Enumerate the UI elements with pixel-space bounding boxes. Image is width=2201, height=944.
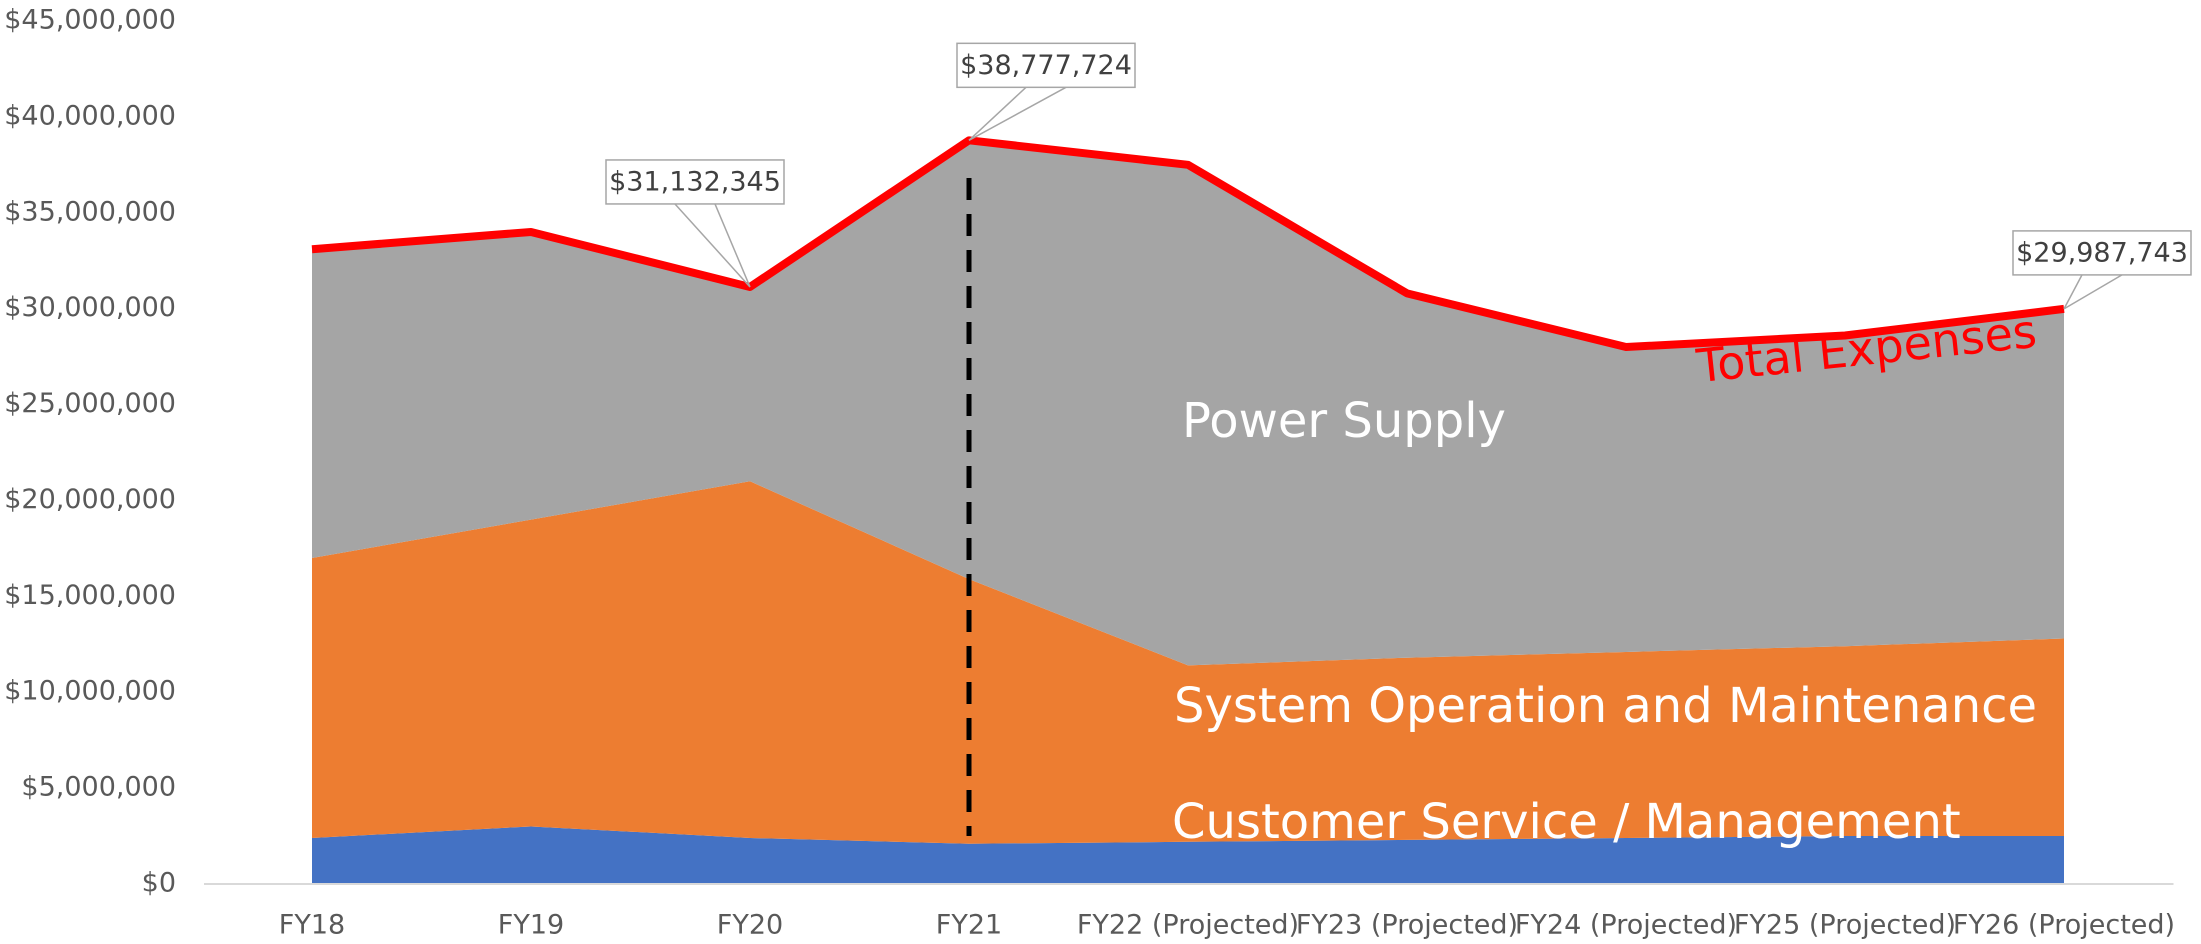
x-tick-label: FY25 (Projected) xyxy=(1734,910,1956,941)
leader-line xyxy=(674,203,751,288)
y-tick-label: $5,000,000 xyxy=(21,772,176,803)
x-tick-label: FY22 (Projected) xyxy=(1077,910,1299,941)
y-tick-label: $15,000,000 xyxy=(4,580,176,611)
x-tick-label: FY19 xyxy=(498,910,564,941)
leader-line xyxy=(968,86,1027,141)
data-label: $38,777,724 xyxy=(960,50,1132,81)
total-line xyxy=(311,136,2065,352)
y-tick-label: $20,000,000 xyxy=(4,484,176,515)
leader-line xyxy=(2063,274,2083,310)
leader-line xyxy=(968,86,1067,141)
y-tick-label: $10,000,000 xyxy=(4,676,176,707)
x-tick-label: FY24 (Projected) xyxy=(1515,910,1737,941)
x-tick-label: FY18 xyxy=(279,910,345,941)
label-box xyxy=(605,159,785,205)
x-tick-label: FY23 (Projected) xyxy=(1296,910,1518,941)
x-tick-label: FY20 xyxy=(717,910,783,941)
x-tick-label: FY26 (Projected) xyxy=(1953,910,2175,941)
area-label: Customer Service / Management xyxy=(1172,794,1961,850)
y-tick-label: $0 xyxy=(142,868,176,899)
leader-line xyxy=(714,203,751,288)
y-tick-label: $45,000,000 xyxy=(4,5,176,36)
data-label: $31,132,345 xyxy=(609,166,781,197)
y-tick-label: $25,000,000 xyxy=(4,388,176,419)
y-tick-label: $40,000,000 xyxy=(4,100,176,131)
label-box xyxy=(2012,230,2192,276)
y-tick-label: $30,000,000 xyxy=(4,292,176,323)
area-label: System Operation and Maintenance xyxy=(1174,678,2037,734)
leader-line xyxy=(2063,274,2123,310)
area-label: Power Supply xyxy=(1182,393,1506,449)
label-box xyxy=(956,42,1136,89)
area xyxy=(312,140,2064,666)
area xyxy=(312,481,2064,844)
x-tick-label: FY21 xyxy=(936,910,1002,941)
data-label: $29,987,743 xyxy=(2016,237,2188,268)
y-tick-label: $35,000,000 xyxy=(4,196,176,227)
area xyxy=(312,826,2064,884)
